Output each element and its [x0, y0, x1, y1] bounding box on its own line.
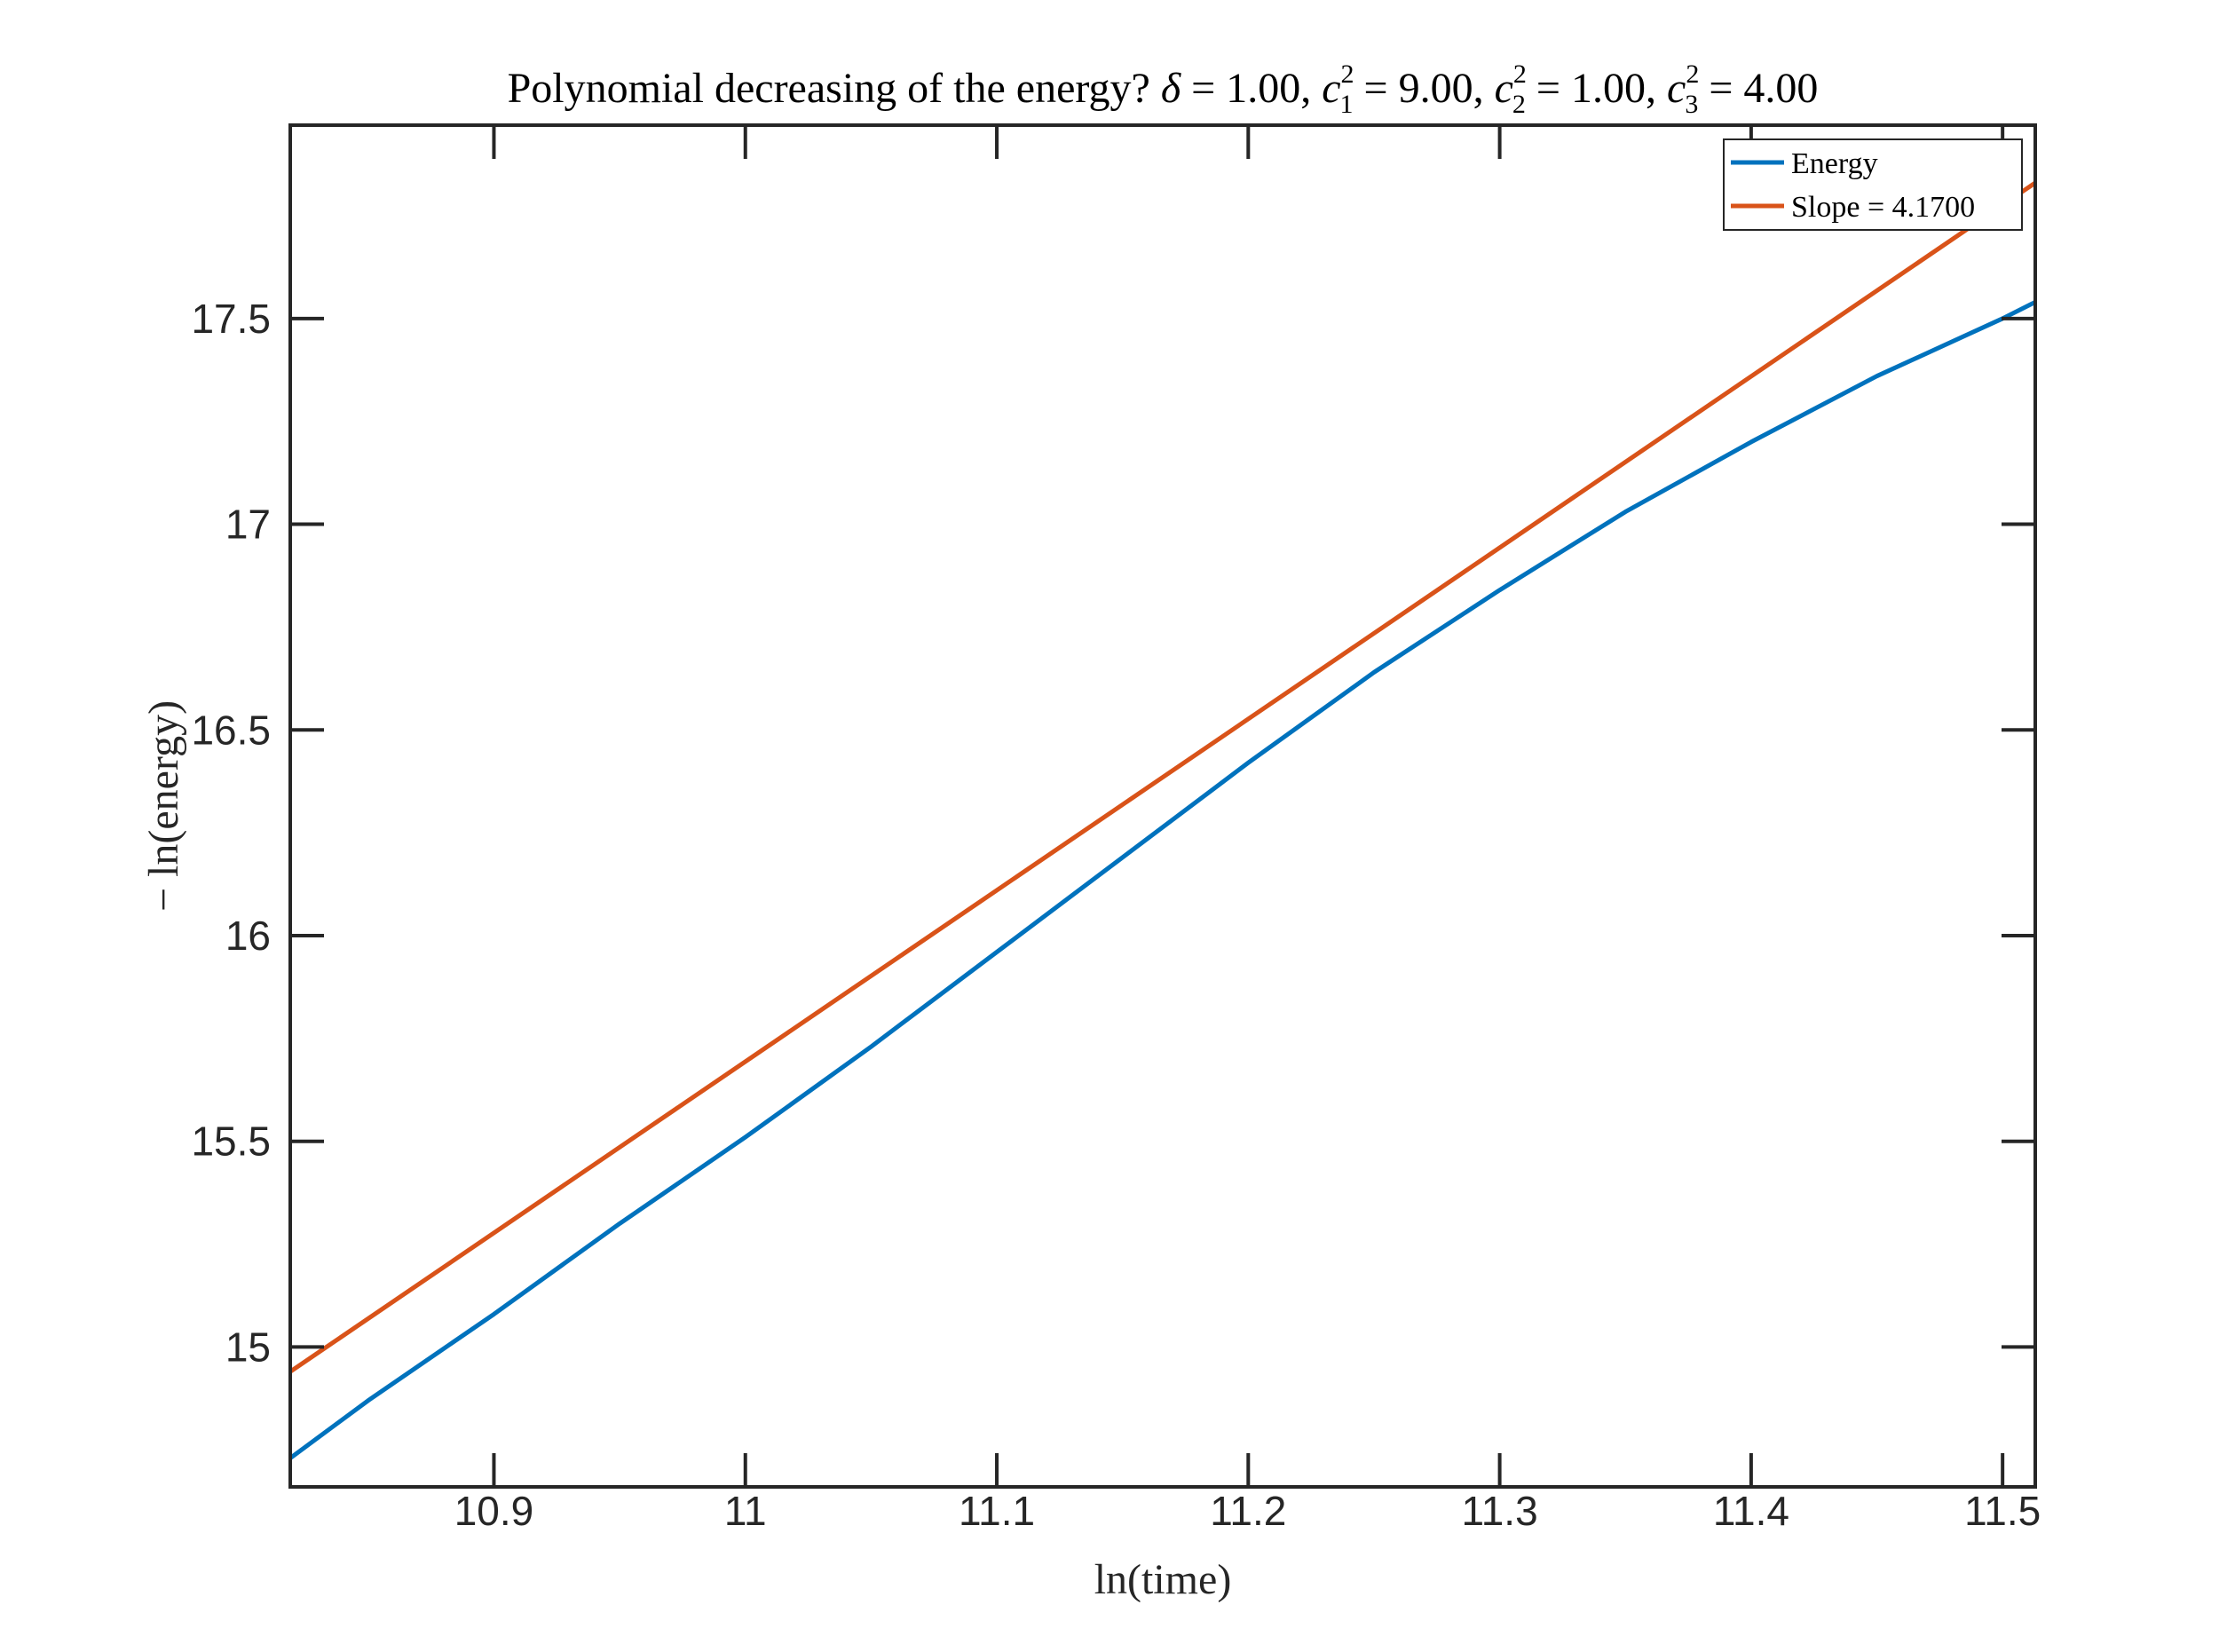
chart-title: Polynomial decreasing of the energy? δ =…	[508, 59, 1819, 119]
x-tick-label: 11.4	[1713, 1488, 1789, 1534]
plot-area	[290, 125, 2035, 1487]
x-tick-label: 11.1	[959, 1488, 1035, 1534]
x-tick-label: 11.3	[1462, 1488, 1538, 1534]
x-tick-label: 11	[724, 1488, 767, 1534]
x-tick-label: 11.2	[1210, 1488, 1286, 1534]
y-tick-label: 17	[225, 502, 271, 548]
series-line-slope	[288, 180, 2037, 1374]
y-tick-label: 15.5	[191, 1118, 271, 1165]
axes-box	[288, 123, 2037, 1489]
x-tick-label: 11.5	[1964, 1488, 2041, 1534]
y-tick-label: 17.5	[191, 296, 271, 342]
tick-label-layer: 10.9 11 11.1 11.2 11.3 11.4 11.5 15 15.5 16 16.5 17…	[191, 296, 2041, 1534]
y-tick-label: 15	[225, 1324, 271, 1370]
y-tick-label: 16	[225, 913, 271, 959]
legend: Energy Slope = 4.1700	[1723, 138, 2023, 231]
series-line-energy	[288, 300, 2037, 1460]
legend-box	[1723, 138, 2023, 231]
x-tick-label: 10.9	[454, 1488, 534, 1534]
legend-label-energy: Energy	[1791, 147, 1878, 180]
y-axis-label: − ln(energy)	[140, 700, 187, 912]
series-layer	[288, 180, 2037, 1460]
x-axis-label: ln(time)	[1094, 1556, 1232, 1603]
y-tick-label: 16.5	[191, 707, 271, 753]
legend-label-slope: Slope = 4.1700	[1791, 191, 1975, 224]
